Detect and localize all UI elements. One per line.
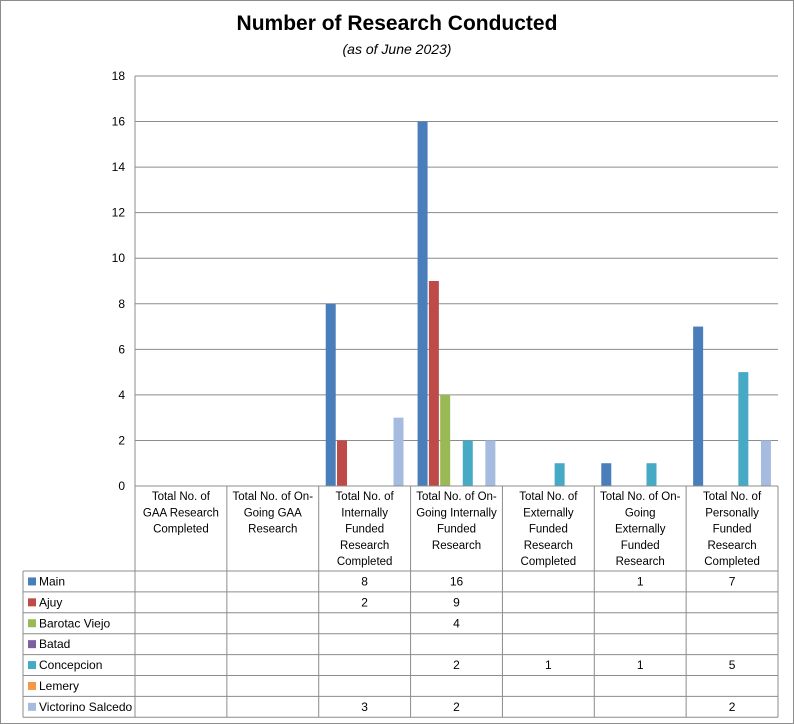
- legend-swatch: [28, 619, 36, 628]
- chart-subtitle: (as of June 2023): [342, 41, 452, 57]
- category-label: Funded: [437, 524, 476, 536]
- legend-label: Barotac Viejo: [39, 616, 110, 630]
- table-value: 2: [453, 658, 460, 672]
- category-label: GAA Research: [143, 507, 219, 519]
- table-value: 8: [361, 574, 368, 588]
- category-label: Going GAA: [244, 507, 302, 519]
- y-tick-label: 8: [118, 297, 125, 311]
- category-label: Going: [625, 507, 656, 519]
- legend-label: Main: [39, 574, 65, 588]
- bar-barotac-viejo: [440, 394, 451, 486]
- y-tick-label: 0: [118, 479, 125, 493]
- y-tick-label: 12: [112, 206, 126, 220]
- legend-label: Ajuy: [39, 595, 62, 609]
- category-label: Research: [616, 556, 665, 568]
- table-value: 3: [361, 700, 368, 714]
- table-value: 1: [637, 574, 644, 588]
- category-label: Internally: [341, 507, 388, 519]
- bar-ajuy: [428, 281, 439, 486]
- legend-swatch: [28, 577, 36, 586]
- table-value: 2: [453, 700, 460, 714]
- category-label: Total No. of On-: [233, 491, 314, 503]
- category-label: Funded: [713, 524, 752, 536]
- category-label: Completed: [337, 556, 393, 568]
- category-label: Research: [707, 540, 756, 552]
- category-label: Funded: [529, 524, 568, 536]
- category-label: Total No. of: [152, 491, 211, 503]
- bar-main: [601, 463, 612, 486]
- legend-swatch: [28, 681, 36, 690]
- table-value: 5: [729, 658, 736, 672]
- table-value: 7: [729, 574, 736, 588]
- legend-label: Lemery: [39, 679, 79, 693]
- legend-swatch: [28, 702, 36, 711]
- legend-swatch: [28, 598, 36, 607]
- bar-main: [693, 326, 704, 486]
- category-label: Total No. of: [519, 491, 578, 503]
- table-value: 2: [361, 595, 368, 609]
- category-label: Research: [524, 540, 573, 552]
- category-label: Research: [248, 524, 297, 536]
- table-value: 4: [453, 616, 460, 630]
- category-label: Completed: [153, 524, 209, 536]
- table-value: 2: [729, 700, 736, 714]
- y-tick-label: 4: [118, 388, 125, 402]
- chart-title: Number of Research Conducted: [236, 12, 558, 35]
- table-value: 16: [450, 574, 464, 588]
- category-label: Total No. of: [703, 491, 762, 503]
- bar-concepcion: [554, 463, 565, 486]
- category-label: Funded: [345, 524, 384, 536]
- legend-label: Concepcion: [39, 658, 102, 672]
- category-label: Personally: [705, 507, 759, 519]
- y-tick-label: 18: [112, 69, 126, 83]
- legend-swatch: [28, 640, 36, 649]
- y-tick-label: 10: [112, 251, 126, 265]
- bar-victorino-salcedo: [485, 440, 496, 486]
- category-label: Going Internally: [416, 507, 497, 519]
- category-label: Total No. of: [336, 491, 395, 503]
- y-tick-label: 14: [112, 160, 126, 174]
- legend-swatch: [28, 661, 36, 670]
- category-label: Research: [340, 540, 389, 552]
- table-value: 1: [545, 658, 552, 672]
- category-label: Funded: [621, 540, 660, 552]
- y-tick-label: 16: [112, 115, 126, 129]
- category-label: Externally: [615, 524, 666, 536]
- legend-label: Victorino Salcedo: [39, 700, 132, 714]
- bar-victorino-salcedo: [760, 440, 771, 486]
- category-label: Completed: [521, 556, 577, 568]
- y-tick-label: 2: [118, 433, 125, 447]
- category-label: Completed: [704, 556, 760, 568]
- bar-concepcion: [738, 372, 749, 486]
- bar-ajuy: [337, 440, 348, 486]
- bar-concepcion: [462, 440, 473, 486]
- table-value: 1: [637, 658, 644, 672]
- bar-main: [325, 303, 336, 486]
- category-label: Total No. of On-: [416, 491, 497, 503]
- y-tick-label: 6: [118, 342, 125, 356]
- table-value: 9: [453, 595, 460, 609]
- bar-main: [417, 121, 428, 487]
- category-label: Total No. of On-: [600, 491, 681, 503]
- category-label: Externally: [523, 507, 574, 519]
- bar-victorino-salcedo: [393, 417, 404, 486]
- legend-label: Batad: [39, 637, 70, 651]
- category-label: Research: [432, 540, 481, 552]
- bar-concepcion: [646, 463, 657, 486]
